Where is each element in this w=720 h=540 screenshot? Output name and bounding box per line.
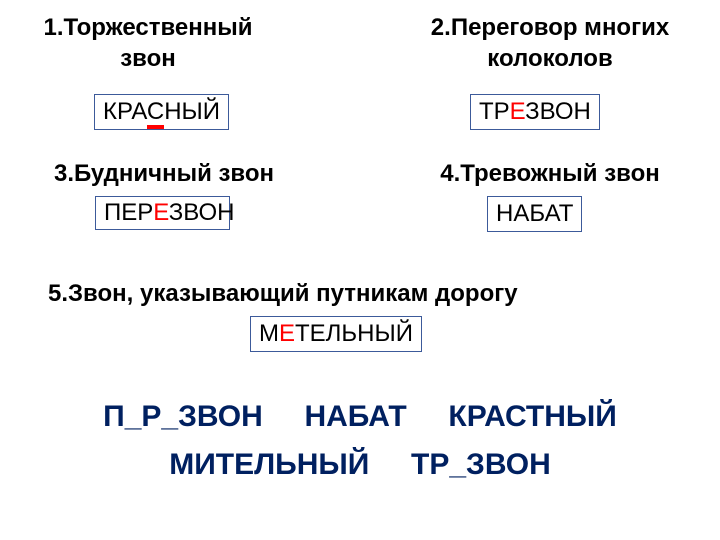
q1-heading-text: 1.Торжественный звон <box>43 14 252 72</box>
q4-heading: 4.Тревожный звон <box>400 158 700 189</box>
q3-box-red: Е <box>153 199 168 226</box>
q1-box: КРАСНЫЙ <box>94 94 229 130</box>
bottom-line1-b: НАБАТ <box>304 400 406 433</box>
q2-box-red: Е <box>510 98 525 125</box>
q2-heading: 2.Переговор многих колоколов <box>400 12 700 74</box>
q2-box: ТРЕЗВОН <box>470 94 600 130</box>
bottom-line1-a: П_Р_ЗВОН <box>103 400 263 433</box>
q4-box-text: НАБАТ <box>496 200 573 227</box>
q5-box-post: ТЕЛЬНЫЙ <box>295 320 413 347</box>
q5-box-red: Е <box>279 320 295 347</box>
q4-box: НАБАТ <box>487 196 582 232</box>
q3-heading-text: 3.Будничный звон <box>54 160 274 187</box>
q2-box-post: ЗВОН <box>525 98 591 125</box>
q5-heading: 5.Звон, указывающий путникам дорогу <box>48 278 668 309</box>
q3-heading: 3.Будничный звон <box>24 158 304 189</box>
bottom-line2-a: МИТЕЛЬНЫЙ <box>169 448 369 481</box>
q4-heading-text: 4.Тревожный звон <box>440 160 660 187</box>
q5-box: МЕТЕЛЬНЫЙ <box>250 316 422 352</box>
q1-heading: 1.Торжественный звон <box>18 12 278 74</box>
bottom-line2: МИТЕЛЬНЫЙ ТР_ЗВОН <box>0 448 720 482</box>
q3-box-pre: ПЕР <box>104 199 153 226</box>
q1-box-post: НЫЙ <box>164 98 220 125</box>
bottom-line1-c: КРАСТНЫЙ <box>448 400 616 433</box>
q3-box: ПЕРЕЗВОН <box>95 196 230 230</box>
q2-heading-text: 2.Переговор многих колоколов <box>431 14 669 72</box>
q1-box-pre: КРА <box>103 98 147 125</box>
bottom-line1: П_Р_ЗВОН НАБАТ КРАСТНЫЙ <box>0 400 720 434</box>
q2-box-pre: ТР <box>479 98 510 125</box>
q5-heading-text: 5.Звон, указывающий путникам дорогу <box>48 280 518 307</box>
q1-box-under: С <box>147 98 164 129</box>
bottom-line2-b: ТР_ЗВОН <box>411 448 551 481</box>
q5-box-pre: М <box>259 320 279 347</box>
q3-box-post: ЗВОН <box>169 199 235 226</box>
